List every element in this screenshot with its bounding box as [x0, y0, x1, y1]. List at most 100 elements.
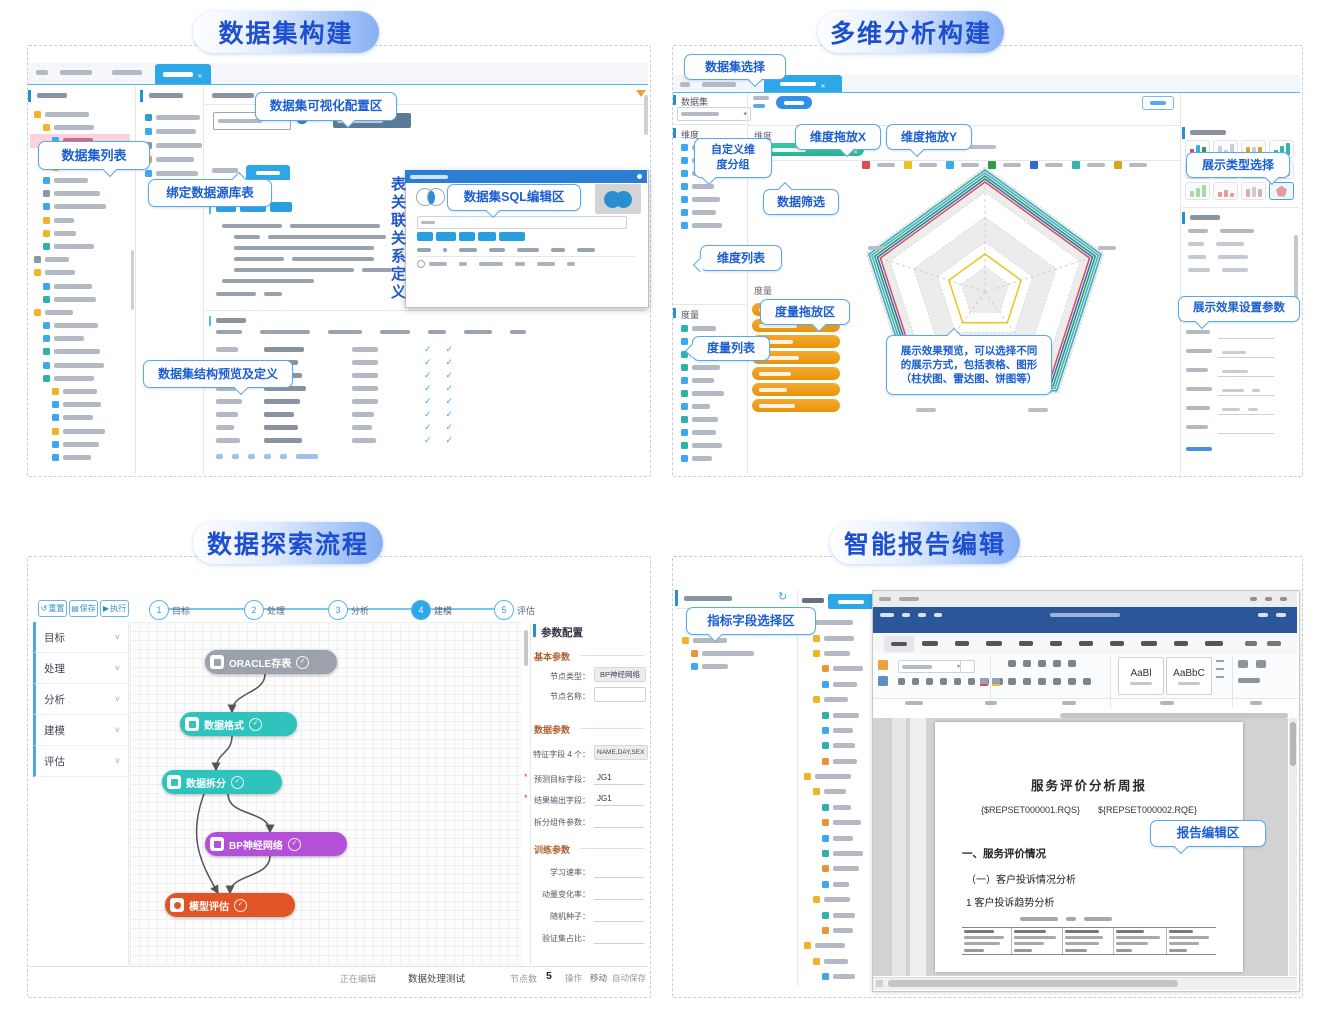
flow-node-model-eval[interactable]: 模型评估	[165, 893, 295, 917]
flow-node-bp-network[interactable]: BP神经网络	[205, 832, 347, 856]
output-field-value[interactable]: JG1	[597, 794, 612, 803]
sql-button[interactable]	[240, 202, 266, 212]
form-input[interactable]	[1218, 376, 1274, 377]
tree-row[interactable]	[30, 121, 130, 134]
table-row[interactable]	[216, 396, 496, 407]
tree-row[interactable]	[30, 293, 130, 306]
tree-row[interactable]	[30, 306, 130, 319]
tree-row[interactable]	[30, 227, 130, 240]
tree-row[interactable]	[678, 647, 788, 660]
dialog-button[interactable]	[459, 232, 475, 241]
editing-icons[interactable]	[1238, 660, 1270, 668]
tree-row[interactable]	[800, 938, 868, 953]
save-button[interactable]: ▤ 保存	[69, 600, 98, 617]
measure-pill[interactable]	[752, 351, 840, 364]
paste-icon[interactable]	[878, 660, 888, 670]
tree-row[interactable]	[678, 634, 788, 647]
editing-icons[interactable]	[1238, 678, 1264, 683]
p2-tab-active[interactable]	[764, 75, 842, 92]
tree-row[interactable]	[800, 738, 868, 753]
tree-row[interactable]	[800, 692, 868, 707]
p4-tab-1[interactable]	[802, 598, 828, 603]
tree-row[interactable]	[800, 707, 868, 722]
p1-tab-2[interactable]	[112, 70, 146, 75]
p4-tab-active[interactable]	[828, 594, 874, 609]
ribbon-tab-file[interactable]	[884, 636, 914, 652]
tree-row[interactable]	[30, 108, 130, 121]
query-button[interactable]	[776, 96, 812, 109]
step-3[interactable]: 3	[328, 600, 348, 620]
form-input[interactable]	[1218, 433, 1274, 434]
scrollbar-thumb[interactable]	[1294, 235, 1298, 305]
clipboard-icon[interactable]	[878, 676, 888, 686]
step-5[interactable]: 5	[494, 600, 514, 620]
paragraph-icons[interactable]	[1008, 678, 1094, 685]
tree-row[interactable]	[677, 193, 743, 206]
step-1[interactable]: 1	[149, 600, 169, 620]
style-gallery-down[interactable]	[1216, 668, 1224, 670]
chart-type-radar-selected[interactable]	[1269, 182, 1294, 200]
flow-node-data-format[interactable]: 数据格式	[180, 712, 297, 736]
tree-row[interactable]	[800, 661, 868, 676]
tree-row[interactable]	[800, 923, 868, 938]
swap-axis-icon[interactable]	[753, 96, 773, 100]
tree-row[interactable]	[30, 332, 130, 345]
reset-button[interactable]: ↺ 重置	[38, 600, 67, 617]
font-color-icon[interactable]	[980, 678, 988, 686]
table-row[interactable]	[216, 422, 496, 433]
tree-row[interactable]	[30, 174, 130, 187]
p1-subtab-active[interactable]	[246, 165, 290, 180]
tree-row[interactable]	[800, 969, 868, 984]
tree-row[interactable]	[677, 400, 743, 413]
tree-row[interactable]	[30, 425, 130, 438]
form-input[interactable]	[594, 805, 644, 806]
scrollbar-thumb[interactable]	[644, 95, 648, 135]
dialog-table-row[interactable]	[417, 260, 583, 268]
tree-row[interactable]	[30, 187, 130, 200]
tree-row[interactable]	[677, 439, 743, 452]
tree-row[interactable]	[800, 846, 868, 861]
chart-type-area2[interactable]	[1185, 182, 1210, 200]
form-input[interactable]	[594, 827, 644, 828]
step-2[interactable]: 2	[244, 600, 264, 620]
toggle-button[interactable]	[1142, 96, 1174, 110]
tree-row[interactable]	[800, 754, 868, 769]
tree-row[interactable]	[30, 451, 130, 464]
tree-row[interactable]	[800, 723, 868, 738]
tree-row[interactable]	[30, 398, 130, 411]
join-type-venn-selected[interactable]	[595, 184, 641, 214]
ribbon-right-icons[interactable]	[1258, 613, 1290, 617]
form-input[interactable]	[594, 943, 644, 944]
form-input[interactable]	[594, 899, 644, 900]
scrollbar-thumb[interactable]	[131, 250, 134, 310]
tree-row[interactable]	[800, 646, 868, 661]
tree-row[interactable]	[30, 214, 130, 227]
tree-row[interactable]	[677, 180, 743, 193]
tree-row[interactable]	[800, 815, 868, 830]
form-input[interactable]	[1218, 357, 1274, 358]
tree-row[interactable]	[677, 322, 743, 335]
accordion-modeling[interactable]: 建模	[33, 715, 128, 746]
table-row[interactable]	[216, 344, 496, 355]
tree-row[interactable]	[677, 426, 743, 439]
tree-row[interactable]	[800, 830, 868, 845]
more-link[interactable]	[1186, 447, 1216, 451]
tree-row[interactable]	[30, 359, 130, 372]
word-titlebar[interactable]	[873, 591, 1297, 607]
tree-row[interactable]	[30, 279, 130, 292]
window-controls[interactable]	[1250, 597, 1291, 601]
tree-row[interactable]	[30, 266, 130, 279]
tree-row[interactable]	[141, 166, 199, 180]
join-type-venn-icon[interactable]	[416, 188, 456, 208]
paragraph-icons[interactable]	[1008, 660, 1079, 667]
dataset-select[interactable]: ▾	[677, 107, 751, 121]
style-card-2[interactable]: AaBbC	[1166, 657, 1212, 695]
style-card-1[interactable]: AaBl	[1118, 657, 1164, 695]
sql-field-input[interactable]	[417, 216, 627, 229]
tree-row[interactable]	[800, 877, 868, 892]
tree-row[interactable]	[677, 374, 743, 387]
table-row[interactable]	[216, 435, 496, 446]
p1-subtab-1[interactable]	[212, 168, 242, 173]
node-name-input[interactable]	[594, 687, 646, 702]
filter-icon[interactable]	[636, 90, 646, 97]
